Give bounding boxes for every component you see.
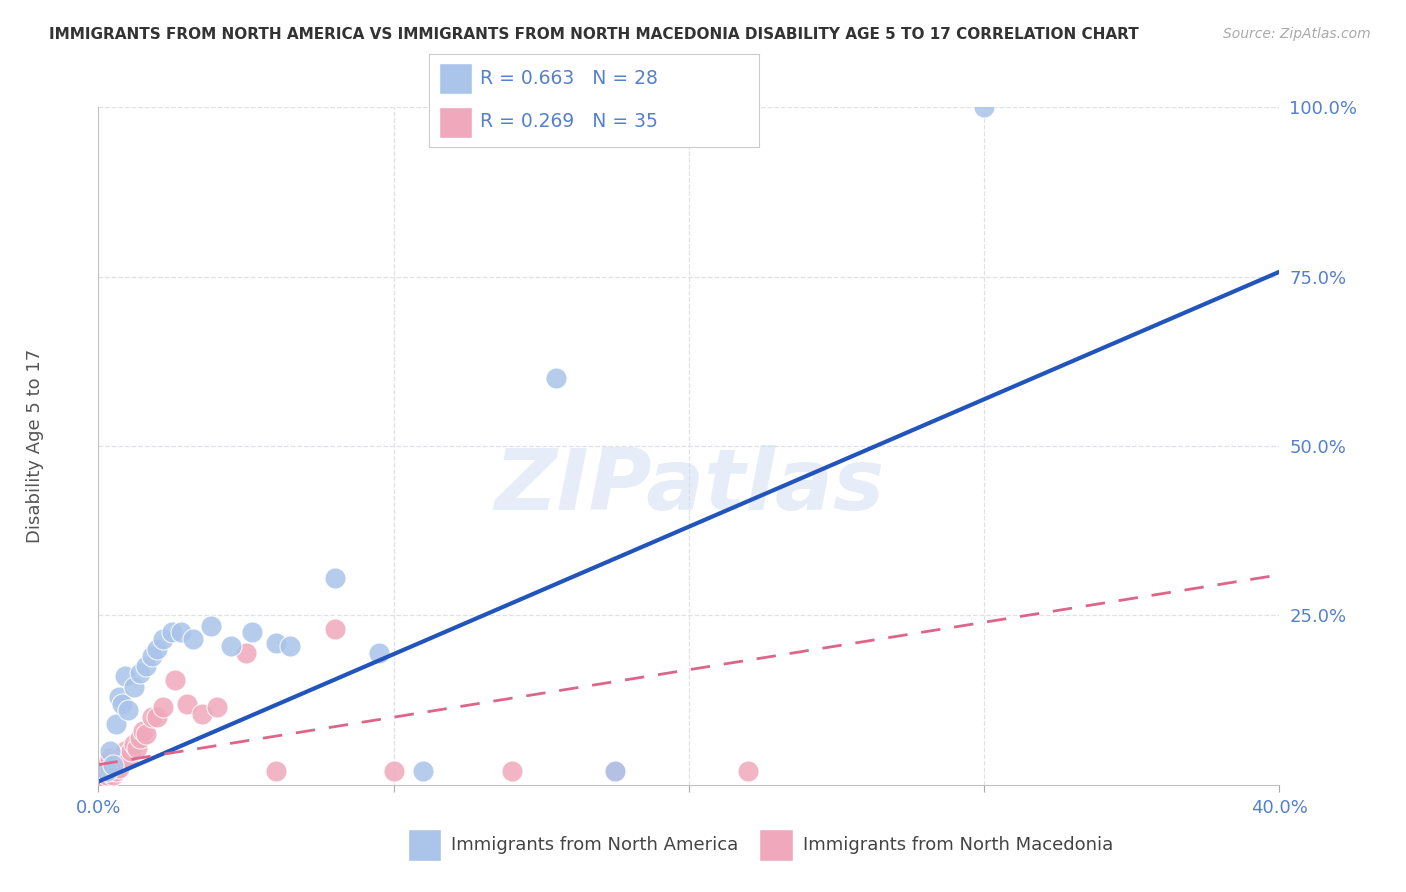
Point (165, 673, 187, 687)
Point (105, 764, 128, 779)
Point (132, 723, 155, 738)
Point (98, 751, 121, 765)
Point (111, 754, 134, 768)
Point (90, 771, 112, 785)
Point (181, 632, 204, 647)
Point (605, 764, 627, 779)
Point (240, 625, 263, 640)
Point (170, 625, 193, 640)
Point (108, 690, 131, 704)
Point (382, 764, 405, 779)
Text: ZIPatlas: ZIPatlas (494, 445, 884, 528)
Point (103, 757, 125, 772)
Point (162, 625, 183, 640)
Point (105, 757, 128, 772)
Point (152, 632, 174, 647)
Point (114, 669, 136, 683)
Point (176, 697, 198, 711)
Point (125, 740, 148, 755)
Point (122, 737, 145, 751)
Point (278, 639, 302, 653)
Point (501, 764, 523, 779)
Point (152, 700, 174, 714)
Point (323, 622, 346, 636)
Point (120, 744, 142, 758)
Point (103, 761, 125, 775)
FancyBboxPatch shape (439, 107, 472, 138)
Point (737, 764, 759, 779)
Text: Source: ZipAtlas.com: Source: ZipAtlas.com (1223, 27, 1371, 41)
Point (117, 751, 139, 765)
Point (111, 697, 134, 711)
Point (96, 764, 118, 779)
Point (219, 639, 242, 653)
Text: IMMIGRANTS FROM NORTH AMERICA VS IMMIGRANTS FROM NORTH MACEDONIA DISABILITY AGE : IMMIGRANTS FROM NORTH AMERICA VS IMMIGRA… (49, 27, 1139, 42)
Point (368, 646, 391, 660)
Point (105, 717, 128, 731)
Point (191, 706, 214, 721)
Point (98, 744, 121, 758)
Text: R = 0.269   N = 35: R = 0.269 N = 35 (479, 112, 658, 131)
Text: Immigrants from North America: Immigrants from North America (451, 836, 738, 855)
Text: Disability Age 5 to 17: Disability Age 5 to 17 (27, 349, 44, 543)
Point (605, 764, 627, 779)
Point (323, 571, 346, 585)
Point (96, 768, 118, 782)
Point (235, 646, 257, 660)
Point (96, 757, 118, 772)
Point (146, 710, 169, 724)
Point (135, 727, 157, 741)
Text: R = 0.663   N = 28: R = 0.663 N = 28 (479, 69, 658, 87)
Point (108, 761, 131, 775)
Point (264, 635, 287, 649)
Point (114, 744, 136, 758)
FancyBboxPatch shape (439, 63, 472, 94)
Point (412, 764, 434, 779)
Point (117, 703, 139, 717)
Point (264, 764, 287, 779)
Point (108, 751, 131, 765)
Point (141, 710, 163, 724)
FancyBboxPatch shape (408, 830, 441, 861)
Point (205, 700, 228, 714)
Point (135, 659, 157, 673)
Point (128, 666, 150, 681)
Point (122, 680, 145, 694)
Point (200, 618, 222, 632)
Point (98, 764, 121, 779)
Point (103, 768, 125, 782)
Point (544, 371, 567, 385)
Point (973, 100, 995, 114)
Point (128, 731, 150, 745)
Point (141, 649, 163, 664)
Point (93, 764, 115, 779)
Text: Immigrants from North Macedonia: Immigrants from North Macedonia (803, 836, 1114, 855)
FancyBboxPatch shape (759, 830, 793, 861)
Point (146, 642, 169, 657)
